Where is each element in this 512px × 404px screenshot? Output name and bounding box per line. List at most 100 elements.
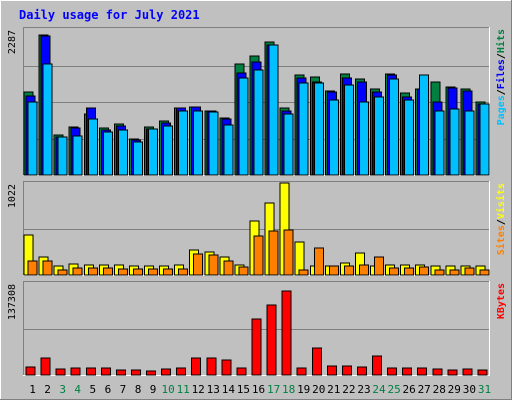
bar-kbytes-day-19 bbox=[296, 367, 307, 376]
legend-entry: KBytes bbox=[496, 283, 507, 319]
bar-kbytes-day-20 bbox=[311, 347, 322, 376]
bar-pages-day-8 bbox=[133, 141, 143, 176]
bar-kbytes-day-27 bbox=[417, 367, 428, 376]
bar-sites-day-1 bbox=[27, 260, 38, 276]
legend-visits-sites: Sites/Visits bbox=[495, 183, 507, 255]
bar-pages-day-9 bbox=[148, 128, 158, 176]
bar-sites-day-22 bbox=[343, 265, 354, 276]
bar-pages-day-24 bbox=[374, 96, 384, 176]
x-tick-label-day-9: 9 bbox=[150, 383, 157, 396]
bar-pages-day-31 bbox=[479, 103, 490, 176]
bar-kbytes-day-25 bbox=[387, 367, 398, 376]
panel-visits-sites: 1022 Sites/Visits bbox=[7, 181, 507, 276]
x-tick-label-day-22: 22 bbox=[342, 383, 355, 396]
x-tick-label-day-26: 26 bbox=[402, 383, 415, 396]
bar-pages-day-27 bbox=[419, 74, 430, 176]
chart-panels: 2287Pages/Files/Hits1022Sites/Visits1373… bbox=[7, 27, 507, 376]
bar-sites-day-21 bbox=[328, 265, 339, 276]
bar-pages-day-6 bbox=[102, 131, 113, 176]
x-tick-label-day-24: 24 bbox=[372, 383, 386, 396]
bar-sites-day-30 bbox=[464, 267, 475, 276]
bar-kbytes-day-6 bbox=[100, 367, 111, 376]
bar-sites-day-16 bbox=[253, 235, 264, 276]
bar-sites-day-20 bbox=[313, 247, 324, 276]
bar-kbytes-day-2 bbox=[40, 357, 51, 376]
x-axis-labels: 1 2 3 4 5 6 7 8 9 10 11 12 13 14 15 16 17 18 19 20 21 22 23 24 2… bbox=[29, 383, 491, 396]
x-tick-label-day-11: 11 bbox=[177, 383, 190, 396]
bar-sites-day-17 bbox=[268, 230, 279, 276]
x-tick-label-day-31: 31 bbox=[478, 383, 491, 396]
bar-sites-day-27 bbox=[419, 266, 430, 276]
bar-pages-day-20 bbox=[313, 82, 324, 176]
bar-sites-day-18 bbox=[283, 229, 294, 276]
bar-kbytes-day-15 bbox=[236, 367, 247, 376]
x-tick-label-day-25: 25 bbox=[387, 383, 400, 396]
legend-entry: / bbox=[496, 219, 507, 225]
bar-kbytes-day-7 bbox=[115, 369, 126, 376]
bar-kbytes-day-22 bbox=[341, 365, 352, 376]
x-tick-label-day-27: 27 bbox=[418, 383, 431, 396]
bar-pages-day-4 bbox=[72, 135, 83, 176]
bar-pages-day-15 bbox=[238, 77, 249, 176]
x-tick-label-day-30: 30 bbox=[463, 383, 476, 396]
bar-sites-day-8 bbox=[133, 268, 143, 276]
legend-hits-files-pages: Pages/Files/Hits bbox=[495, 29, 507, 125]
bar-sites-day-5 bbox=[87, 267, 98, 276]
bar-sites-day-14 bbox=[223, 260, 234, 276]
legend-entry: Visits bbox=[495, 183, 507, 219]
x-tick-label-day-13: 13 bbox=[207, 383, 220, 396]
x-tick-label-day-16: 16 bbox=[252, 383, 265, 396]
x-tick-label-day-7: 7 bbox=[120, 383, 127, 396]
bar-sites-day-3 bbox=[57, 269, 68, 276]
bar-pages-day-22 bbox=[343, 84, 354, 176]
y-max-label-kbytes: 137308 bbox=[7, 284, 18, 320]
bar-sites-day-10 bbox=[163, 268, 174, 276]
bar-kbytes-day-5 bbox=[85, 367, 96, 376]
x-tick-label-day-3: 3 bbox=[59, 383, 66, 396]
bar-kbytes-day-21 bbox=[326, 365, 337, 376]
bar-sites-day-26 bbox=[404, 267, 415, 276]
x-tick-label-day-15: 15 bbox=[237, 383, 250, 396]
bar-kbytes-day-31 bbox=[477, 369, 488, 376]
bar-pages-day-29 bbox=[449, 108, 460, 176]
x-tick-label-day-1: 1 bbox=[29, 383, 36, 396]
bar-pages-day-10 bbox=[163, 125, 174, 176]
bar-sites-day-11 bbox=[178, 268, 189, 276]
x-tick-label-day-12: 12 bbox=[192, 383, 205, 396]
x-tick-label-day-6: 6 bbox=[105, 383, 112, 396]
bar-pages-day-25 bbox=[389, 78, 400, 176]
bar-kbytes-day-9 bbox=[146, 370, 156, 376]
bar-kbytes-day-4 bbox=[70, 367, 81, 376]
bar-kbytes-day-28 bbox=[432, 368, 443, 376]
x-tick-label-day-4: 4 bbox=[74, 383, 81, 396]
x-tick-label-day-19: 19 bbox=[297, 383, 310, 396]
bar-kbytes-day-29 bbox=[447, 369, 458, 376]
x-tick-label-day-5: 5 bbox=[89, 383, 96, 396]
bar-pages-day-13 bbox=[208, 111, 219, 176]
bar-pages-day-2 bbox=[42, 63, 53, 176]
y-max-label-visits-sites: 1022 bbox=[7, 184, 18, 208]
x-tick-label-day-17: 17 bbox=[267, 383, 280, 396]
bar-pages-day-5 bbox=[87, 118, 98, 176]
legend-entry: / bbox=[496, 89, 507, 95]
bar-sites-day-28 bbox=[434, 269, 445, 276]
bar-sites-day-15 bbox=[238, 266, 249, 276]
bar-pages-day-11 bbox=[178, 110, 189, 176]
bar-sites-day-4 bbox=[72, 267, 83, 276]
y-max-label-hits-files-pages: 2287 bbox=[7, 30, 18, 54]
bar-sites-day-9 bbox=[148, 268, 158, 276]
bar-pages-day-14 bbox=[223, 124, 234, 176]
bar-pages-day-18 bbox=[283, 113, 294, 176]
bar-kbytes-day-8 bbox=[131, 369, 141, 376]
bar-kbytes-day-13 bbox=[206, 357, 217, 376]
legend-entry: Hits bbox=[495, 29, 507, 53]
legend-entry: Files bbox=[495, 59, 507, 89]
bar-sites-day-24 bbox=[374, 256, 384, 276]
bar-sites-day-29 bbox=[449, 269, 460, 276]
bar-pages-day-7 bbox=[117, 129, 128, 176]
bar-kbytes-day-17 bbox=[266, 304, 277, 376]
legend-entry: / bbox=[496, 53, 507, 59]
bar-sites-day-7 bbox=[117, 268, 128, 276]
legend-entry: Sites bbox=[495, 225, 507, 255]
bar-kbytes-day-1 bbox=[25, 366, 36, 376]
